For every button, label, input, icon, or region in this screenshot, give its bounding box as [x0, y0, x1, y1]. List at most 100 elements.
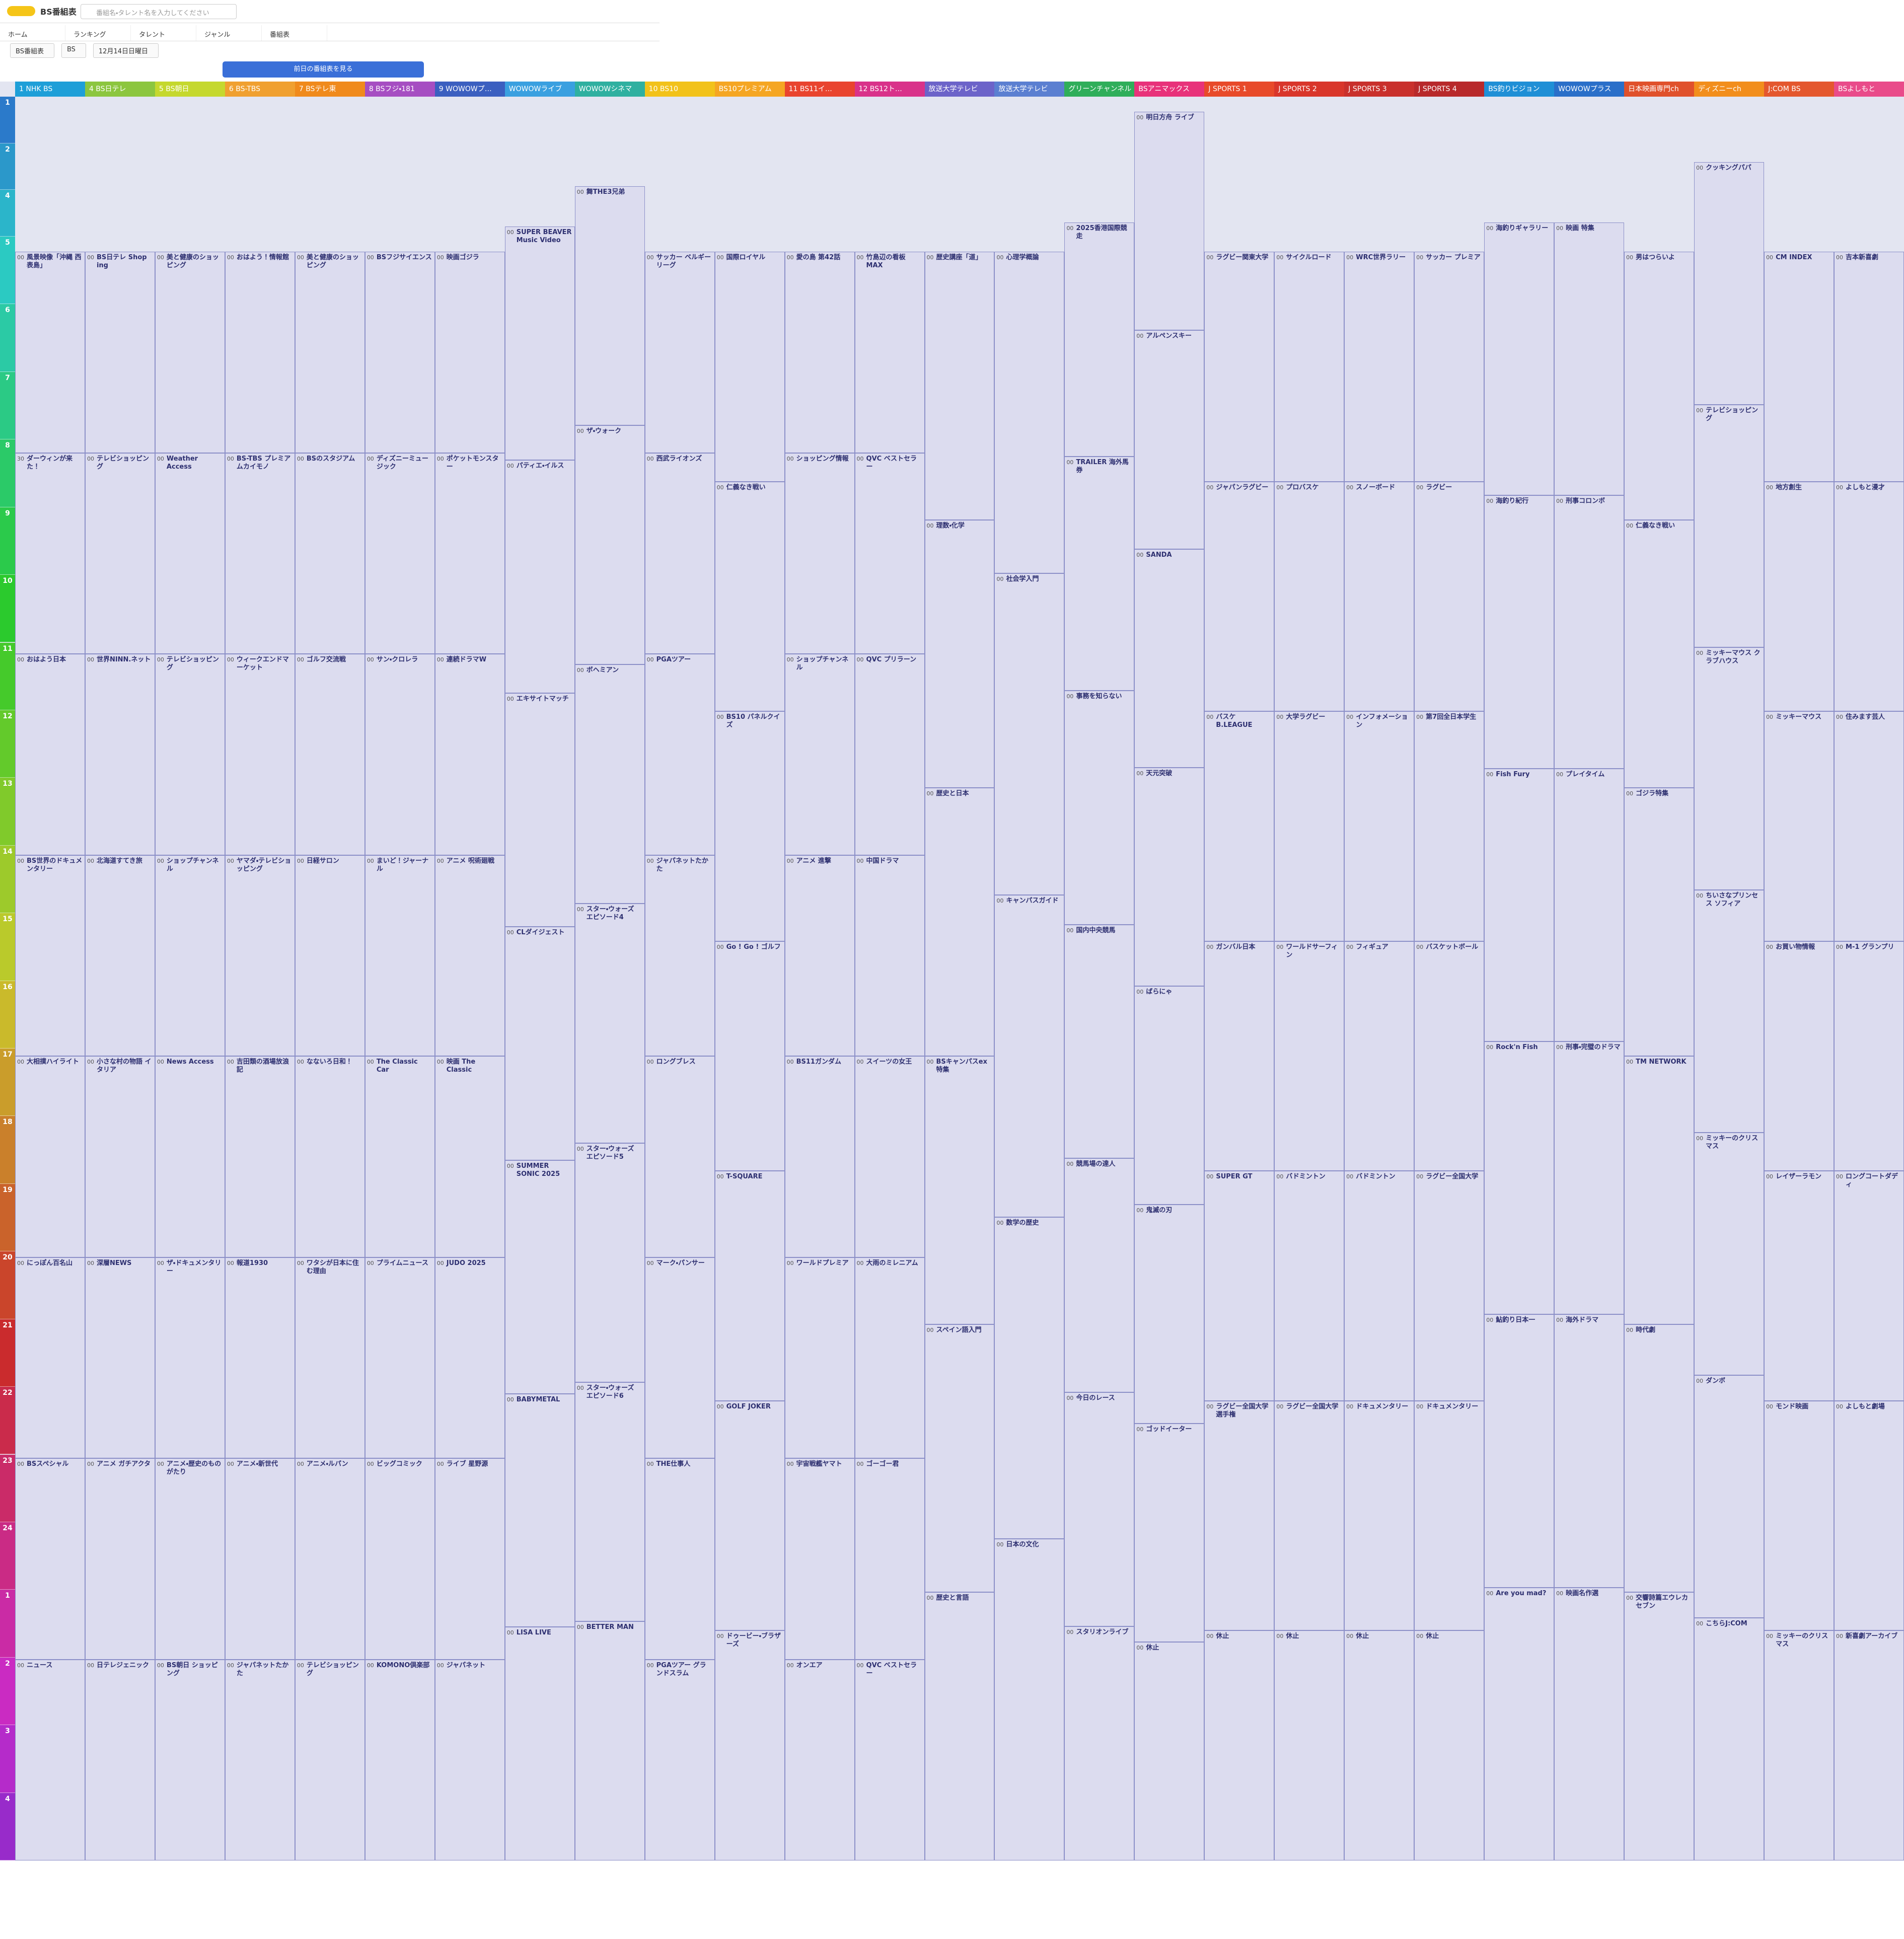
program-cell[interactable]: 00 理数・化学: [924, 519, 995, 788]
program-cell[interactable]: 00 にっぽん百名山: [15, 1257, 85, 1458]
channel-header[interactable]: 12 BS12ト…: [854, 82, 925, 97]
program-cell[interactable]: 00 刑事・完璧のドラマ: [1554, 1041, 1625, 1315]
channel-header[interactable]: 9 WOWOWプ…: [434, 82, 505, 97]
program-cell[interactable]: 00 ゴジラ特集: [1624, 788, 1695, 1056]
program-cell[interactable]: 00 休止: [1274, 1630, 1345, 1860]
program-cell[interactable]: 00 BSキャンパスex特集: [924, 1056, 995, 1324]
program-cell[interactable]: 00 地方創生: [1764, 481, 1835, 712]
channel-header[interactable]: 6 BS-TBS: [225, 82, 295, 97]
program-cell[interactable]: 00 サッカー ベルギーリーグ: [644, 252, 715, 453]
prev-day-button[interactable]: 前日の番組表を見る: [223, 61, 424, 78]
program-cell[interactable]: 00 休止: [1344, 1630, 1415, 1860]
program-cell[interactable]: 00 北海道すてき旅: [85, 855, 155, 1056]
program-cell[interactable]: 00 今日のレース: [1064, 1392, 1135, 1627]
program-cell[interactable]: 00 スタリオンライブ: [1064, 1626, 1135, 1860]
nav-tab[interactable]: ランキング: [65, 25, 131, 41]
program-cell[interactable]: 00 BS日テレ Shop ing: [85, 252, 155, 453]
program-cell[interactable]: 00 モンド映画: [1764, 1400, 1835, 1631]
program-cell[interactable]: 00 ライブ 星野源: [434, 1458, 505, 1660]
program-cell[interactable]: 00 2025香港国際競走: [1064, 222, 1135, 457]
program-cell[interactable]: 00 明日方舟 ライブ: [1134, 112, 1205, 331]
program-cell[interactable]: 00 BS11ガンダム: [784, 1056, 855, 1257]
program-cell[interactable]: 00 ポケットモンスター: [434, 453, 505, 654]
program-cell[interactable]: 00 CLダイジェスト: [504, 927, 575, 1160]
program-cell[interactable]: 00 Fish Fury: [1484, 768, 1555, 1041]
program-cell[interactable]: 00 ザ・ドキュメンタリー: [155, 1257, 225, 1458]
program-cell[interactable]: 00 事務を知らない: [1064, 690, 1135, 925]
program-cell[interactable]: 00 連続ドラマW: [434, 654, 505, 855]
channel-header[interactable]: WOWOWプラス: [1554, 82, 1625, 97]
program-cell[interactable]: 00 スター・ウォーズ エピソード4: [574, 904, 645, 1143]
program-cell[interactable]: 00 美と健康のショッピング: [155, 252, 225, 453]
program-cell[interactable]: 00 ガンバル日本: [1204, 941, 1275, 1171]
program-cell[interactable]: 00 BSのスタジアム: [295, 453, 365, 654]
program-cell[interactable]: 00 アニメ・ルパン: [295, 1458, 365, 1660]
channel-header[interactable]: 7 BSテレ東: [295, 82, 365, 97]
channel-header[interactable]: BS釣りビジョン: [1484, 82, 1555, 97]
program-cell[interactable]: 00 ミッキーマウス クラブハウス: [1694, 647, 1765, 890]
program-cell[interactable]: 00 日テレジェニック: [85, 1659, 155, 1860]
program-cell[interactable]: 00 ラグビー全国大学: [1414, 1171, 1485, 1401]
program-cell[interactable]: 00 おはよう！情報館: [225, 252, 295, 453]
program-cell[interactable]: 00 西武ライオンズ: [644, 453, 715, 654]
program-cell[interactable]: 00 ジャパネットたかた: [225, 1659, 295, 1860]
program-cell[interactable]: 00 映画 特集: [1554, 222, 1625, 496]
channel-header[interactable]: BS10プレミアム: [714, 82, 785, 97]
program-cell[interactable]: 00 SANDA: [1134, 549, 1205, 768]
program-cell[interactable]: 00 ショップチャンネル: [784, 654, 855, 855]
program-cell[interactable]: 00 SUMMER SONIC 2025: [504, 1160, 575, 1394]
program-cell[interactable]: 00 第7回全日本学生: [1414, 711, 1485, 941]
program-cell[interactable]: 00 スター・ウォーズ エピソード6: [574, 1382, 645, 1621]
program-cell[interactable]: 00 ロングブレス: [644, 1056, 715, 1257]
program-cell[interactable]: 00 ばらにゃ: [1134, 986, 1205, 1205]
program-cell[interactable]: 00 大相撲ハイライト: [15, 1056, 85, 1257]
channel-header[interactable]: 11 BS11イ…: [784, 82, 855, 97]
channel-header[interactable]: 4 BS日テレ: [85, 82, 155, 97]
program-cell[interactable]: 00 アニメ 呪術廻戦: [434, 855, 505, 1056]
program-cell[interactable]: 00 SUPER BEAVER Music Video: [504, 227, 575, 460]
program-cell[interactable]: 00 刑事コロンボ: [1554, 495, 1625, 769]
program-cell[interactable]: 00 深層NEWS: [85, 1257, 155, 1458]
program-cell[interactable]: 00 海釣り紀行: [1484, 495, 1555, 769]
program-cell[interactable]: 00 バスケ B.LEAGUE: [1204, 711, 1275, 941]
nav-tab[interactable]: タレント: [131, 25, 196, 41]
program-cell[interactable]: 00 サン・クロレラ: [364, 654, 435, 855]
program-cell[interactable]: 00 ミッキーのクリスマス: [1764, 1630, 1835, 1860]
search-box[interactable]: 番組名・タレント名を入力してください: [81, 4, 237, 19]
program-cell[interactable]: 00 ショッピング情報: [784, 453, 855, 654]
program-cell[interactable]: 00 ジャパネットたかた: [644, 855, 715, 1056]
program-cell[interactable]: 00 ワールドプレミア: [784, 1257, 855, 1458]
program-cell[interactable]: 00 Go ! Go ! ゴルフ: [714, 941, 785, 1171]
program-cell[interactable]: 00 住みます芸人: [1834, 711, 1904, 941]
program-cell[interactable]: 00 ロングコートダディ: [1834, 1171, 1904, 1401]
channel-header[interactable]: J SPORTS 4: [1414, 82, 1485, 97]
program-cell[interactable]: 00 社会学入門: [994, 573, 1065, 896]
program-cell[interactable]: 00 ボヘミアン: [574, 664, 645, 904]
program-cell[interactable]: 00 スイーツの女王: [854, 1056, 925, 1257]
channel-header[interactable]: 日本映画専門ch: [1624, 82, 1695, 97]
dropdown[interactable]: BS番組表: [10, 43, 54, 58]
program-cell[interactable]: 00 ドゥービー・ブラザーズ: [714, 1630, 785, 1860]
program-cell[interactable]: 00 アルペンスキー: [1134, 330, 1205, 549]
program-cell[interactable]: 00 テレビショッピング: [1694, 405, 1765, 647]
program-cell[interactable]: 00 ゴルフ交流戦: [295, 654, 365, 855]
program-cell[interactable]: 00 WRC世界ラリー: [1344, 252, 1415, 482]
program-cell[interactable]: 00 休止: [1134, 1642, 1205, 1860]
dropdown[interactable]: 12月14日日曜日: [93, 43, 159, 58]
program-cell[interactable]: 00 中国ドラマ: [854, 855, 925, 1056]
program-cell[interactable]: 00 ワールドサーフィン: [1274, 941, 1345, 1171]
program-cell[interactable]: 00 国際ロイヤル: [714, 252, 785, 482]
program-cell[interactable]: 00 バスケットボール: [1414, 941, 1485, 1171]
program-cell[interactable]: 00 ディズニーミュージック: [364, 453, 435, 654]
channel-header[interactable]: J:COM BS: [1764, 82, 1835, 97]
program-cell[interactable]: 00 こちらJ:COM: [1694, 1618, 1765, 1860]
program-cell[interactable]: 00 ドキュメンタリー: [1344, 1400, 1415, 1631]
channel-header[interactable]: ディズニーch: [1694, 82, 1765, 97]
program-cell[interactable]: 00 LISA LIVE: [504, 1627, 575, 1860]
program-cell[interactable]: 00 仁義なき戦い: [1624, 519, 1695, 788]
program-cell[interactable]: 00 ミッキーのクリスマス: [1694, 1133, 1765, 1375]
program-cell[interactable]: 00 PGAツアー: [644, 654, 715, 855]
program-cell[interactable]: 00 ゴッドイーター: [1134, 1423, 1205, 1642]
program-cell[interactable]: 00 バドミントン: [1344, 1171, 1415, 1401]
program-cell[interactable]: 00 クッキングパパ: [1694, 162, 1765, 405]
